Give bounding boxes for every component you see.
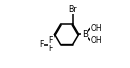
Text: OH: OH — [90, 36, 102, 45]
Text: Br: Br — [68, 5, 77, 14]
Text: F: F — [49, 44, 53, 53]
Text: F: F — [39, 40, 44, 49]
Text: F: F — [49, 36, 53, 45]
Text: B: B — [82, 30, 88, 39]
Text: OH: OH — [90, 24, 102, 33]
